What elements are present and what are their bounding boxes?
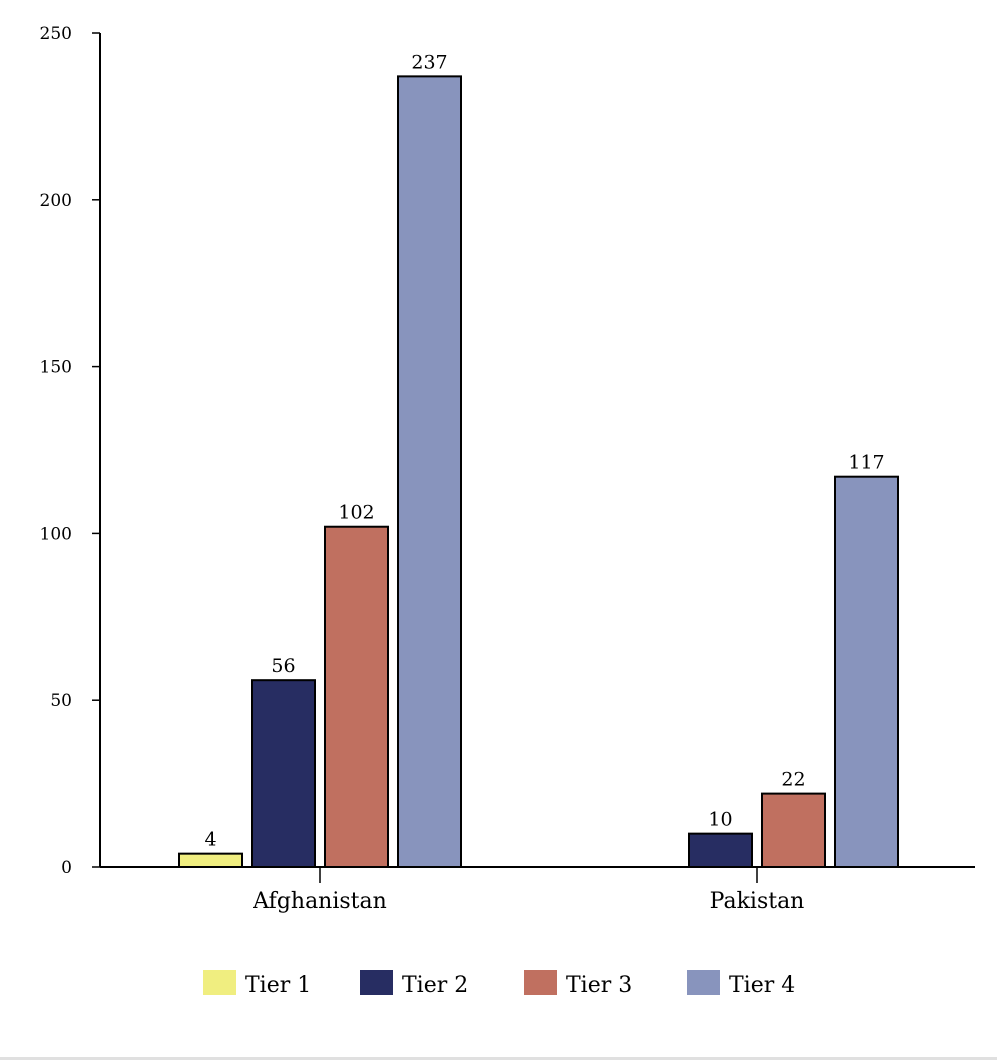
data-label: 22	[781, 769, 805, 791]
legend-swatch	[524, 970, 557, 995]
x-tick-label: Afghanistan	[252, 889, 387, 914]
legend-swatch	[687, 970, 720, 995]
legend-swatch	[203, 970, 236, 995]
data-label: 4	[204, 829, 216, 851]
y-axis: 0 50 100 150 200 250	[40, 24, 101, 878]
x-axis: Afghanistan Pakistan	[100, 866, 975, 914]
y-tick-label: 250	[40, 24, 72, 44]
y-tick-label: 200	[40, 191, 72, 211]
bar-tier-4-afghanistan	[397, 75, 462, 869]
bar-tier-3-pakistan	[761, 792, 826, 868]
data-label: 102	[338, 502, 374, 524]
legend: Tier 1 Tier 2 Tier 3 Tier 4	[203, 970, 795, 998]
y-tick-label: 50	[50, 691, 72, 711]
data-label: 56	[271, 655, 295, 677]
y-tick-label: 150	[40, 358, 72, 378]
y-tick-label: 0	[61, 858, 72, 878]
legend-label: Tier 2	[402, 973, 468, 998]
bar-tier-2-pakistan	[688, 832, 753, 869]
bottom-divider	[0, 1057, 997, 1060]
data-label: 117	[848, 452, 884, 474]
legend-label: Tier 4	[729, 973, 795, 998]
y-tick-label: 100	[40, 524, 72, 544]
legend-label: Tier 3	[566, 973, 632, 998]
data-label: 237	[411, 51, 447, 73]
legend-item: Tier 1	[203, 970, 311, 998]
legend-label: Tier 1	[245, 973, 311, 998]
bar-tier-4-pakistan	[834, 475, 899, 868]
bars: 4 56 102 237 10 22 117	[178, 51, 899, 869]
data-label: 10	[708, 809, 732, 831]
bar-tier-3-afghanistan	[324, 525, 389, 869]
legend-swatch	[360, 970, 393, 995]
bar-tier-1-afghanistan	[178, 852, 243, 869]
legend-item: Tier 3	[524, 970, 632, 998]
legend-item: Tier 2	[360, 970, 468, 998]
bar-tier-2-afghanistan	[251, 679, 316, 869]
x-tick-label: Pakistan	[710, 889, 805, 914]
legend-item: Tier 4	[687, 970, 795, 998]
